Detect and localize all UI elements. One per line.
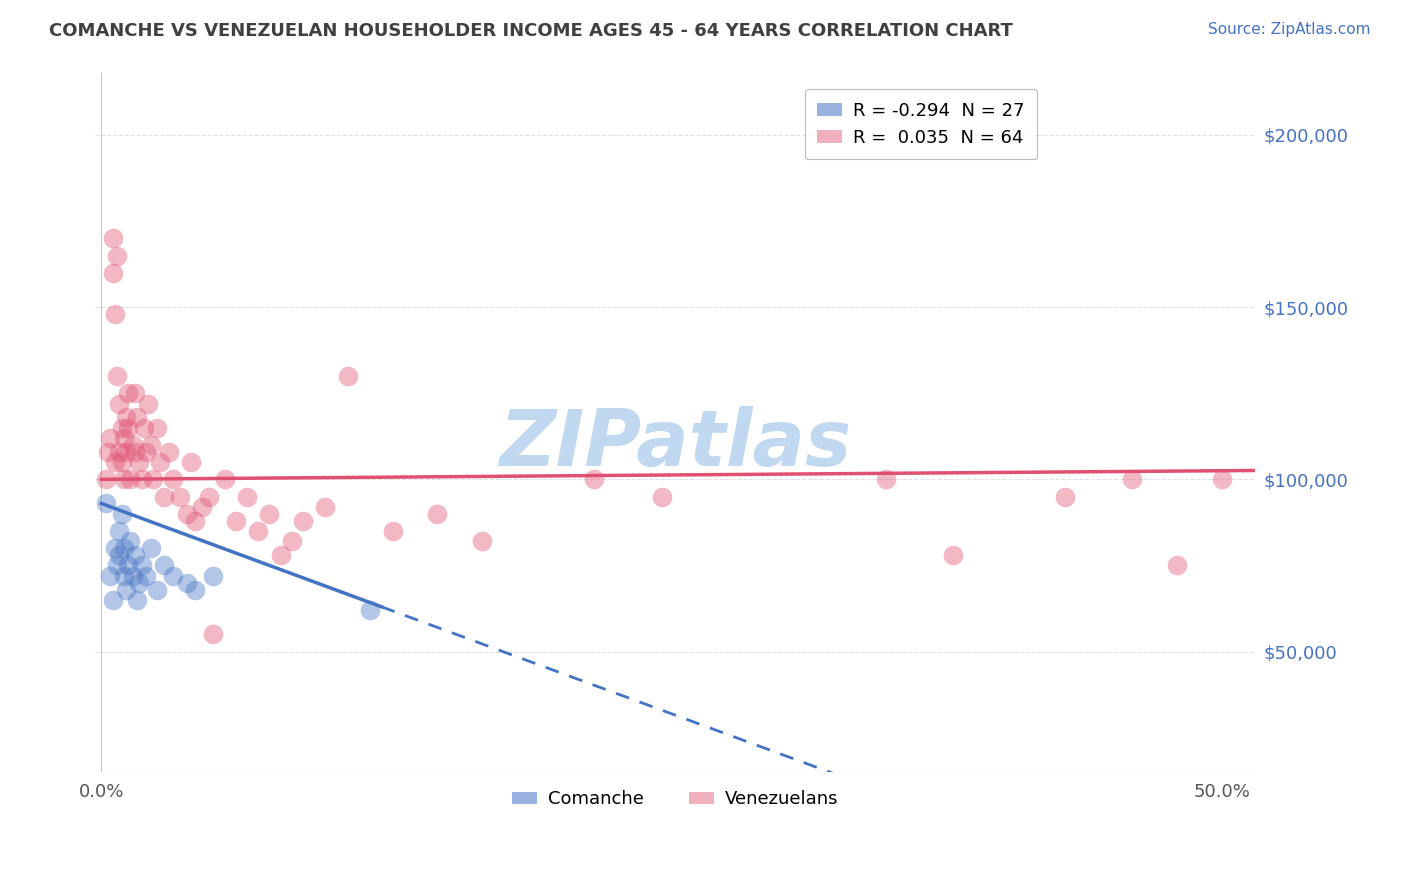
Point <box>94 496 117 510</box>
Point <box>105 369 128 384</box>
Point <box>110 455 132 469</box>
Point <box>191 500 214 514</box>
Point <box>115 582 138 597</box>
Point <box>117 558 139 573</box>
Point <box>281 534 304 549</box>
Point <box>142 472 165 486</box>
Point <box>292 514 315 528</box>
Point <box>121 438 143 452</box>
Point <box>108 445 131 459</box>
Point <box>1211 472 1233 486</box>
Point <box>104 455 127 469</box>
Point <box>98 568 121 582</box>
Point <box>146 420 169 434</box>
Legend: Comanche, Venezuelans: Comanche, Venezuelans <box>505 783 845 815</box>
Point <box>259 507 281 521</box>
Point <box>127 410 149 425</box>
Point <box>112 541 135 556</box>
Point <box>104 541 127 556</box>
Point <box>583 472 606 486</box>
Point <box>157 445 180 459</box>
Point <box>184 582 207 597</box>
Point <box>651 490 673 504</box>
Point <box>115 410 138 425</box>
Point <box>225 514 247 528</box>
Point <box>236 490 259 504</box>
Point <box>184 514 207 528</box>
Point <box>120 534 142 549</box>
Point <box>270 548 292 562</box>
Point <box>121 568 143 582</box>
Point <box>97 445 120 459</box>
Point <box>153 490 176 504</box>
Y-axis label: Householder Income Ages 45 - 64 years: Householder Income Ages 45 - 64 years <box>0 262 7 583</box>
Point <box>108 396 131 410</box>
Point <box>202 568 225 582</box>
Point <box>131 472 153 486</box>
Point <box>153 558 176 573</box>
Point <box>1121 472 1143 486</box>
Point <box>139 438 162 452</box>
Point <box>198 490 221 504</box>
Point <box>108 524 131 538</box>
Point <box>110 420 132 434</box>
Text: Source: ZipAtlas.com: Source: ZipAtlas.com <box>1208 22 1371 37</box>
Point <box>162 472 184 486</box>
Point <box>169 490 191 504</box>
Point <box>149 455 172 469</box>
Point <box>105 248 128 262</box>
Point <box>112 568 135 582</box>
Point <box>108 548 131 562</box>
Point <box>115 445 138 459</box>
Point <box>139 541 162 556</box>
Point <box>110 507 132 521</box>
Point <box>176 575 198 590</box>
Point <box>135 568 157 582</box>
Point <box>101 266 124 280</box>
Point <box>120 472 142 486</box>
Point <box>94 472 117 486</box>
Point <box>124 548 146 562</box>
Text: ZIPatlas: ZIPatlas <box>499 406 851 482</box>
Point <box>117 386 139 401</box>
Point <box>162 568 184 582</box>
Point <box>124 386 146 401</box>
Point <box>359 603 381 617</box>
Point <box>131 558 153 573</box>
Point <box>138 396 160 410</box>
Point <box>336 369 359 384</box>
Point <box>214 472 236 486</box>
Point <box>112 431 135 445</box>
Point <box>112 472 135 486</box>
Point <box>381 524 404 538</box>
Point <box>101 593 124 607</box>
Point <box>101 231 124 245</box>
Point <box>1166 558 1188 573</box>
Point <box>135 445 157 459</box>
Point <box>124 445 146 459</box>
Point <box>247 524 270 538</box>
Point <box>942 548 965 562</box>
Point <box>128 455 150 469</box>
Text: COMANCHE VS VENEZUELAN HOUSEHOLDER INCOME AGES 45 - 64 YEARS CORRELATION CHART: COMANCHE VS VENEZUELAN HOUSEHOLDER INCOM… <box>49 22 1014 40</box>
Point <box>132 420 155 434</box>
Point <box>180 455 202 469</box>
Point <box>146 582 169 597</box>
Point <box>105 558 128 573</box>
Point <box>104 307 127 321</box>
Point <box>426 507 449 521</box>
Point <box>875 472 897 486</box>
Point <box>314 500 336 514</box>
Point <box>98 431 121 445</box>
Point <box>202 627 225 641</box>
Point <box>127 593 149 607</box>
Point <box>117 420 139 434</box>
Point <box>128 575 150 590</box>
Point <box>176 507 198 521</box>
Point <box>1053 490 1076 504</box>
Point <box>471 534 494 549</box>
